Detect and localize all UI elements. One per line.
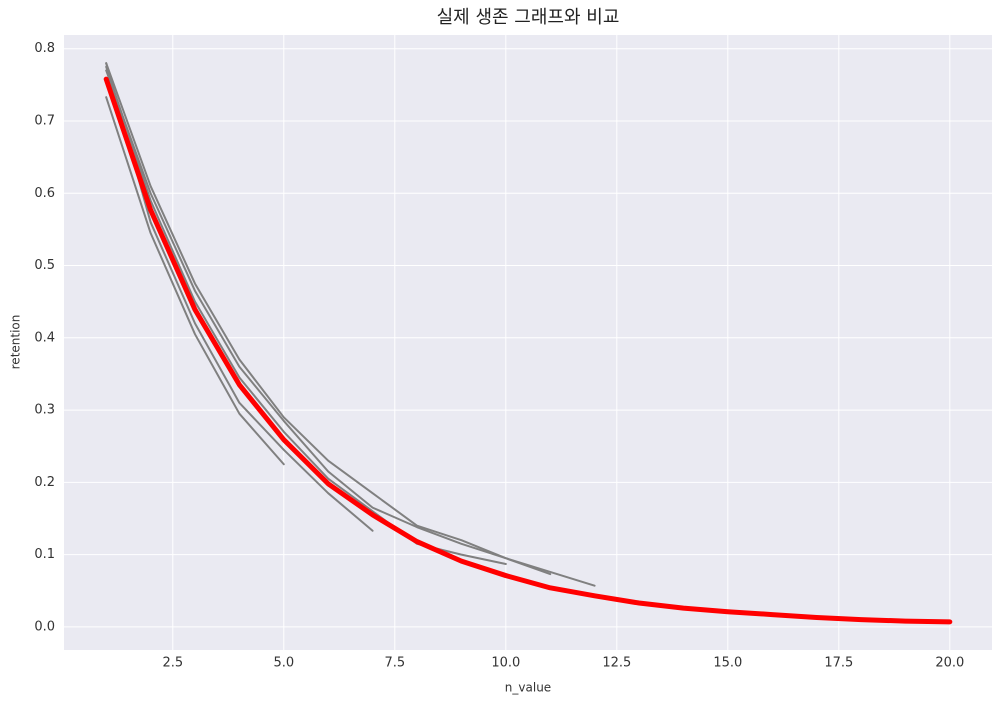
y-tick-label: 0.2 [34, 475, 55, 490]
x-tick-label: 5.0 [273, 656, 294, 671]
series-line [103, 76, 953, 625]
x-tick-label: 17.5 [824, 656, 853, 671]
y-tick-label: 0.5 [34, 258, 55, 273]
y-tick-label: 0.1 [34, 547, 55, 562]
x-tick-label: 7.5 [384, 656, 405, 671]
series-line [105, 96, 285, 466]
y-tick-label: 0.3 [34, 403, 55, 418]
chart-title: 실제 생존 그래프와 비교 [437, 7, 620, 28]
plot-background [64, 35, 992, 650]
x-tick-label: 12.5 [602, 656, 631, 671]
x-tick-label: 15.0 [713, 656, 742, 671]
x-tick-label: 10.0 [491, 656, 520, 671]
y-tick-label: 0.0 [34, 619, 55, 634]
y-tick-label: 0.8 [34, 41, 55, 56]
x-axis-label: n_value [505, 681, 551, 695]
y-axis-label: retention [9, 315, 23, 370]
series-line [105, 69, 596, 587]
y-tick-label: 0.6 [34, 186, 55, 201]
x-tick-label: 20.0 [935, 656, 964, 671]
series-line [105, 62, 374, 532]
y-tick-label: 0.7 [34, 113, 55, 128]
series-line [105, 62, 552, 576]
y-tick-label: 0.4 [34, 330, 55, 345]
x-tick-label: 2.5 [162, 656, 183, 671]
